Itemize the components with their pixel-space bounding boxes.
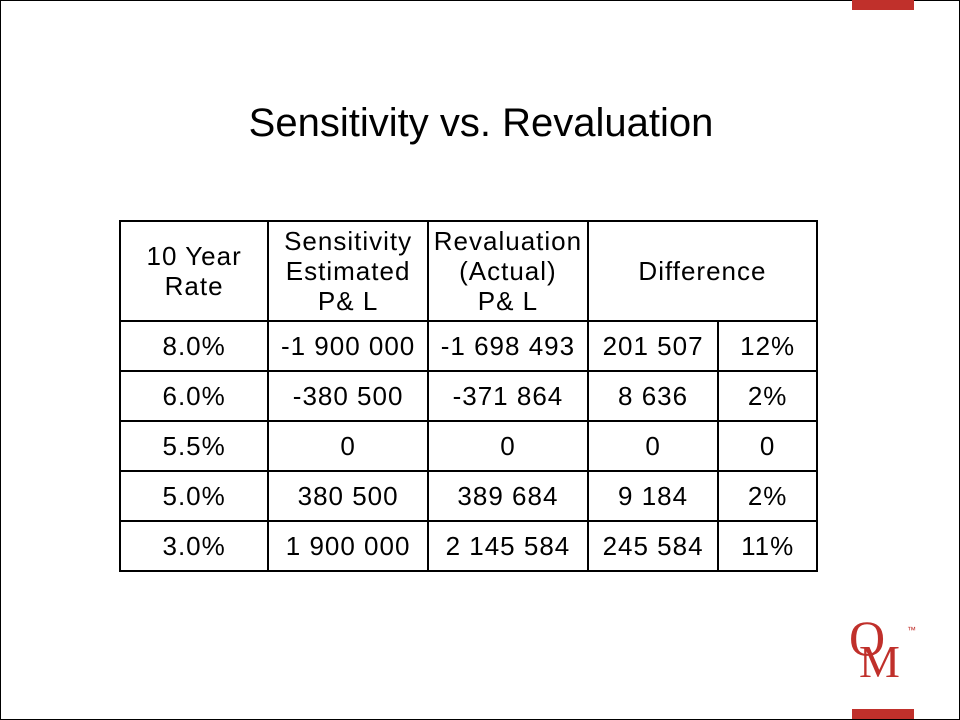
cell-difference-percent: 2% — [717, 470, 818, 522]
cell-difference-percent: 11% — [717, 520, 818, 572]
cell-difference-amount: 9 184 — [586, 470, 720, 522]
om-logo: O M ™ — [849, 610, 916, 681]
cell-difference-amount: 201 507 — [586, 320, 720, 372]
om-logo-o: O — [849, 610, 885, 666]
cell-sensitivity: -380 500 — [267, 370, 429, 422]
cell-sensitivity: 0 — [267, 420, 429, 472]
om-logo-tm: ™ — [907, 625, 916, 635]
header-difference-line-1: Difference — [638, 256, 767, 286]
slide-title: Sensitivity vs. Revaluation — [248, 101, 714, 145]
header-revaluation-line-3: P& L — [477, 286, 539, 316]
table-row: 5.0% 380 500 389 684 9 184 2% — [118, 470, 818, 522]
header-revaluation-line-1: Revaluation — [433, 226, 583, 256]
cell-sensitivity: 1 900 000 — [267, 520, 429, 572]
table-row: 5.5% 0 0 0 0 — [118, 420, 818, 472]
header-row: 10 Year Rate Sensitivity Estimated P& L … — [118, 220, 819, 322]
header-rate-line-2: Rate — [164, 271, 224, 301]
cell-difference-percent: 12% — [717, 320, 818, 372]
table-row: 8.0% -1 900 000 -1 698 493 201 507 12% — [118, 320, 818, 372]
cell-rate: 3.0% — [118, 520, 270, 572]
header-revaluation: Revaluation (Actual) P& L — [426, 220, 589, 322]
table-row: 3.0% 1 900 000 2 145 584 245 584 11% — [118, 520, 818, 572]
cell-revaluation: -371 864 — [426, 370, 589, 422]
accent-bar-bottom — [852, 709, 914, 719]
header-sensitivity-line-1: Sensitivity — [284, 226, 413, 256]
header-difference: Difference — [586, 220, 819, 322]
cell-revaluation: 2 145 584 — [426, 520, 589, 572]
om-logo-m: M — [859, 636, 900, 681]
cell-sensitivity: 380 500 — [267, 470, 429, 522]
cell-rate: 5.5% — [118, 420, 270, 472]
cell-difference-percent: 0 — [717, 420, 818, 472]
cell-difference-amount: 8 636 — [586, 370, 720, 422]
cell-revaluation: 389 684 — [426, 470, 589, 522]
cell-rate: 8.0% — [118, 320, 270, 372]
cell-revaluation: -1 698 493 — [426, 320, 589, 372]
header-sensitivity-line-2: Estimated — [285, 256, 411, 286]
header-revaluation-line-2: (Actual) — [459, 256, 557, 286]
cell-difference-amount: 0 — [586, 420, 720, 472]
header-rate-line-1: 10 Year — [146, 241, 242, 271]
cell-difference-amount: 245 584 — [586, 520, 720, 572]
accent-bar-top — [852, 0, 914, 10]
table-row: 6.0% -380 500 -371 864 8 636 2% — [118, 370, 818, 422]
header-sensitivity-line-3: P& L — [317, 286, 379, 316]
header-sensitivity: Sensitivity Estimated P& L — [267, 220, 429, 322]
cell-difference-percent: 2% — [717, 370, 818, 422]
cell-revaluation: 0 — [426, 420, 589, 472]
comparison-table: 10 Year Rate Sensitivity Estimated P& L … — [118, 220, 819, 572]
header-rate: 10 Year Rate — [118, 220, 270, 322]
cell-rate: 6.0% — [118, 370, 270, 422]
cell-sensitivity: -1 900 000 — [267, 320, 429, 372]
cell-rate: 5.0% — [118, 470, 270, 522]
